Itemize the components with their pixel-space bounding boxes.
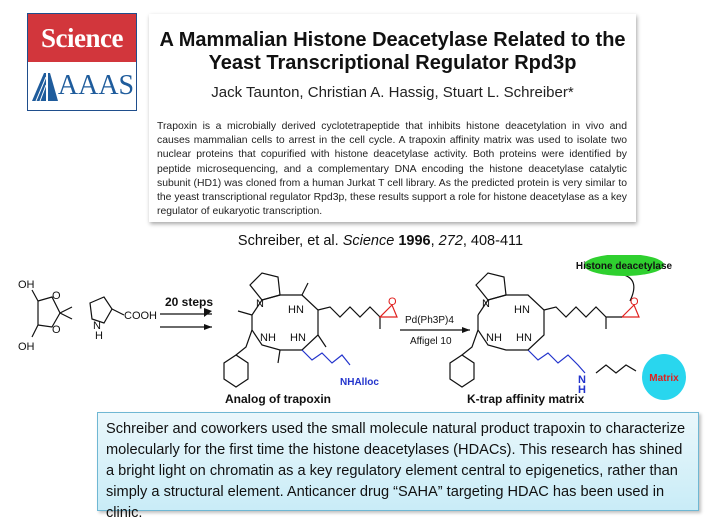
atom-hn: HN <box>514 304 530 316</box>
compound-1-label: Analog of trapoxin <box>225 392 331 406</box>
science-aaas-logo: Science AAAS <box>27 13 137 111</box>
atom-nh: NH <box>486 332 502 344</box>
atom-hn: HN <box>288 304 304 316</box>
synthesis-scheme: OH OH O O COOH N H 20 steps Pd(Ph3P)4 Af… <box>18 255 686 406</box>
atom-o: O <box>52 324 61 336</box>
atom-h: H <box>578 384 586 396</box>
atom-nhalloc: NHAlloc <box>340 377 379 388</box>
matrix-bead <box>642 354 686 400</box>
diol-bond <box>31 289 39 338</box>
logo-science: Science <box>28 14 136 62</box>
aaas-mark-icon <box>31 73 58 101</box>
atom-o: O <box>52 290 61 302</box>
paper-abstract-card: A Mammalian Histone Deacetylase Related … <box>149 14 636 222</box>
citation-year: 1996 <box>398 233 431 249</box>
citation-journal: Science <box>342 233 395 249</box>
paper-title: A Mammalian Histone Deacetylase Related … <box>159 29 626 74</box>
paper-authors: Jack Taunton, Christian A. Hassig, Stuar… <box>211 84 574 101</box>
atom-n: N <box>256 298 264 310</box>
citation-pages: , 408-411 <box>462 233 524 249</box>
reagent-affigel: Affigel 10 <box>410 336 452 347</box>
matrix-label: Matrix <box>649 373 679 384</box>
atom-hn: HN <box>290 332 306 344</box>
citation-sep: , <box>430 233 439 249</box>
atom-n: N <box>482 298 490 310</box>
step-label: 20 steps <box>165 295 213 309</box>
compound-2-label: K-trap affinity matrix <box>467 392 585 406</box>
summary-note: Schreiber and coworkers used the small m… <box>97 412 699 520</box>
atom-n: N <box>93 320 101 332</box>
citation-volume: 272 <box>438 233 463 249</box>
atom-o-epoxide: O <box>630 296 639 308</box>
atom-cooh: COOH <box>124 310 157 322</box>
atom-h: H <box>95 330 103 342</box>
atom-o-epoxide: O <box>388 296 397 308</box>
citation: Schreiber, et al. Science 1996, 272, 408… <box>0 233 706 249</box>
paper-abstract: Trapoxin is a microbially derived cyclot… <box>157 121 627 218</box>
logo-aaas: AAAS <box>28 62 136 110</box>
enzyme-label: Histone deacetylase <box>576 261 673 272</box>
logo-aaas-text: AAAS <box>57 70 135 101</box>
histone-deacetylase-ellipse <box>584 255 664 276</box>
reagent-pd: Pd(Ph3P)4 <box>405 315 454 326</box>
binding-arrow <box>623 274 635 302</box>
atom-nh: NH <box>260 332 276 344</box>
atom-n: N <box>578 374 586 386</box>
atom-oh: OH <box>18 341 35 353</box>
atom-hn: HN <box>516 332 532 344</box>
atom-oh: OH <box>18 279 35 291</box>
citation-authors: Schreiber, et al. <box>237 233 343 249</box>
